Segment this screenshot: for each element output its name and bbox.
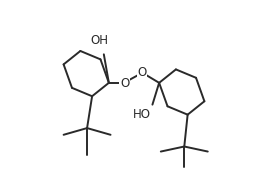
Text: HO: HO [133,108,151,121]
Text: O: O [137,66,147,79]
Text: OH: OH [91,34,109,47]
Text: O: O [120,77,129,90]
